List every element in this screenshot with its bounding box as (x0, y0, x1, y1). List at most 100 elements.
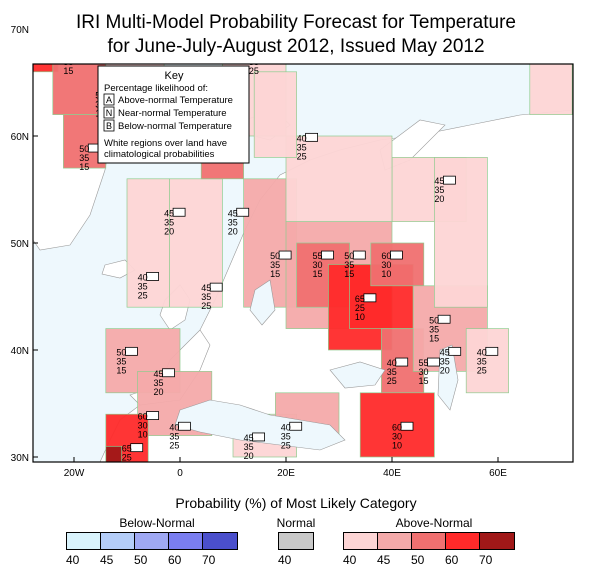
colorbar-swatch (446, 533, 480, 549)
forecast-normal-value: 35 (244, 442, 254, 452)
lon-label: 20E (277, 468, 295, 479)
caspian-sea (437, 344, 459, 411)
forecast-above-value: 55 (419, 358, 429, 368)
key-item-box (103, 106, 115, 119)
forecast-shading-cell (465, 328, 509, 394)
colorbar-swatch (203, 533, 237, 549)
forecast-above-value: 60 (392, 422, 402, 432)
colorbar-tick-label: 40 (278, 553, 292, 567)
forecast-normal-value: 35 (164, 217, 174, 227)
forecast-above-value: 40 (387, 358, 397, 368)
forecast-below-value: 10 (37, 2, 47, 12)
forecast-below-value: 10 (392, 440, 402, 450)
forecast-below-value: 25 (556, 34, 566, 44)
forecast-box-marker (258, 48, 270, 56)
forecast-box-marker (72, 48, 84, 56)
forecast-box-marker (395, 357, 409, 367)
key-item-letter: N (106, 108, 113, 118)
forecast-above-value: 40 (297, 133, 307, 143)
key-item-label: Below-normal Temperature (118, 121, 232, 132)
forecast-below-value: 20 (228, 226, 238, 236)
forecast-above-value: 45 (228, 208, 238, 218)
colorbar-swatch (67, 533, 101, 549)
forecast-box-marker (209, 282, 223, 292)
colorbar-swatch-row (278, 532, 314, 550)
forecast-above-value: 65 (122, 444, 132, 454)
forecast-normal-value: 35 (228, 217, 238, 227)
forecast-normal-value: 35 (429, 324, 439, 334)
key-item-box (103, 93, 115, 106)
forecast-box-marker (442, 175, 456, 185)
forecast-box-marker (146, 272, 160, 281)
forecast-below-value: 20 (440, 365, 450, 375)
latitude-labels: 80N70N60N50N40N30N (11, 25, 29, 464)
forecast-box-marker (289, 421, 303, 431)
forecast-above-value: 45 (154, 369, 164, 379)
forecast-below-value: 10 (381, 269, 391, 279)
forecast-box-marker (352, 250, 366, 260)
forecast-boxes: 5035155530155035156030105035155530155035… (37, 0, 577, 462)
lat-label: 50N (11, 239, 29, 250)
forecast-normal-value: 30 (313, 260, 323, 270)
forecast-box-marker (236, 207, 250, 217)
forecast-normal-value: 35 (556, 25, 566, 35)
black-sea (329, 361, 386, 389)
forecast-above-value: 40 (169, 422, 179, 432)
forecast-shading-cell (529, 64, 573, 115)
forecast-above-value: 40 (138, 272, 148, 282)
forecast-shading-cell (32, 0, 80, 50)
forecast-below-value: 20 (154, 387, 164, 397)
forecast-above-value: 45 (164, 208, 174, 218)
forecast-above-value: 40 (556, 16, 566, 26)
forecast-normal-value: 35 (249, 57, 259, 67)
forecast-box-marker (437, 314, 451, 324)
forecast-below-value: 25 (281, 440, 291, 450)
title-line-2: for June-July-August 2012, Issued May 20… (107, 36, 485, 57)
key-item-label: Above-normal Temperature (118, 95, 233, 106)
colorbar-tick-label: 60 (445, 553, 459, 567)
lon-label: 60E (489, 468, 507, 479)
forecast-normal-value: 30 (381, 260, 391, 270)
forecast-below-value: 20 (164, 226, 174, 236)
colorbar-tick-label: 45 (100, 553, 114, 567)
colorbar-swatch-row (343, 532, 515, 550)
forecast-normal-value: 30 (138, 421, 148, 431)
forecast-shading-cell (33, 64, 59, 73)
forecast-below-value: 15 (419, 376, 429, 386)
forecast-above-value: 60 (381, 251, 391, 261)
colorbar-tick-label: 50 (134, 553, 148, 567)
forecast-below-value: 15 (313, 269, 323, 279)
forecast-normal-value: 35 (477, 356, 487, 366)
forecast-below-value: 15 (63, 66, 73, 76)
forecast-normal-value: 35 (434, 185, 444, 195)
colorbar-swatch (169, 533, 203, 549)
forecast-shading-cell (253, 71, 297, 158)
forecast-above-value: 50 (429, 315, 439, 325)
forecast-above-value: 50 (79, 144, 89, 154)
colorbar-swatch-row (66, 532, 238, 550)
forecast-normal-value: 35 (297, 142, 307, 152)
colorbar-tick-label: 45 (377, 553, 391, 567)
forecast-box-marker (278, 250, 292, 260)
forecast-box-marker (146, 411, 160, 420)
lat-label: 40N (11, 346, 29, 357)
forecast-below-value: 20 (244, 451, 254, 461)
forecast-box-marker (172, 207, 186, 217)
forecast-above-value: 45 (201, 283, 211, 293)
forecast-normal-value: 35 (79, 153, 89, 163)
forecast-box-marker (389, 250, 403, 260)
forecast-box-marker (130, 443, 144, 453)
